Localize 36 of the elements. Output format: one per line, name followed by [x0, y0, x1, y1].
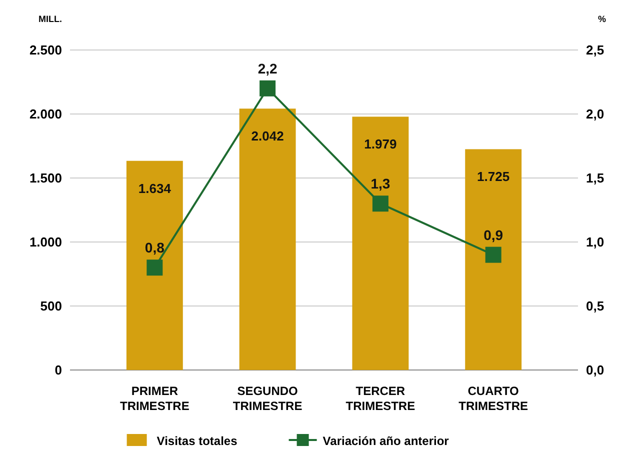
y2-tick-label: 0,5	[586, 298, 604, 314]
y-tick-label: 500	[40, 298, 62, 314]
bar	[465, 149, 522, 370]
y-tick-label: 2.000	[29, 106, 62, 122]
data-label: 2,2	[258, 60, 278, 76]
x-tick-label: CUARTO TRIMESTRE	[458, 384, 528, 413]
data-label: 1.979	[364, 136, 397, 152]
y-axis-title: MILL.	[38, 14, 62, 24]
legend-label: Variación año anterior	[322, 434, 450, 448]
bar	[239, 108, 296, 370]
bar	[352, 116, 409, 370]
data-label: 2.042	[251, 128, 284, 144]
y-tick-label: 2.500	[29, 42, 62, 58]
y2-tick-label: 2,5	[586, 42, 604, 58]
point	[146, 260, 163, 276]
data-label: 1.725	[477, 169, 510, 184]
y-tick-label: 1.000	[29, 234, 62, 250]
data-label: 1.634	[138, 180, 172, 196]
y2-tick-label: 2,0	[586, 106, 604, 122]
point	[372, 196, 388, 212]
data-label: 1,3	[370, 176, 390, 192]
x-tick-label: TERCER TRIMESTRE	[346, 384, 416, 413]
legend-label: Visitas totales	[156, 434, 238, 448]
y2-tick-label: 1,5	[586, 170, 604, 186]
point	[260, 80, 276, 96]
data-label: 0,8	[144, 240, 165, 256]
y2-tick-label: 1,0	[586, 234, 604, 250]
x-tick-label: SEGUNDO TRIMESTRE	[232, 384, 302, 413]
y-tick-label: 1.500	[29, 170, 62, 186]
x-tick-label: PRIMER TRIMESTRE	[120, 384, 190, 413]
bar	[126, 160, 183, 370]
data-label: 0,9	[484, 226, 504, 243]
y-tick-label: 0	[54, 362, 62, 378]
point	[485, 246, 502, 263]
y2-tick-label: 0,0	[586, 362, 604, 378]
y2-axis-title: %	[598, 14, 606, 24]
